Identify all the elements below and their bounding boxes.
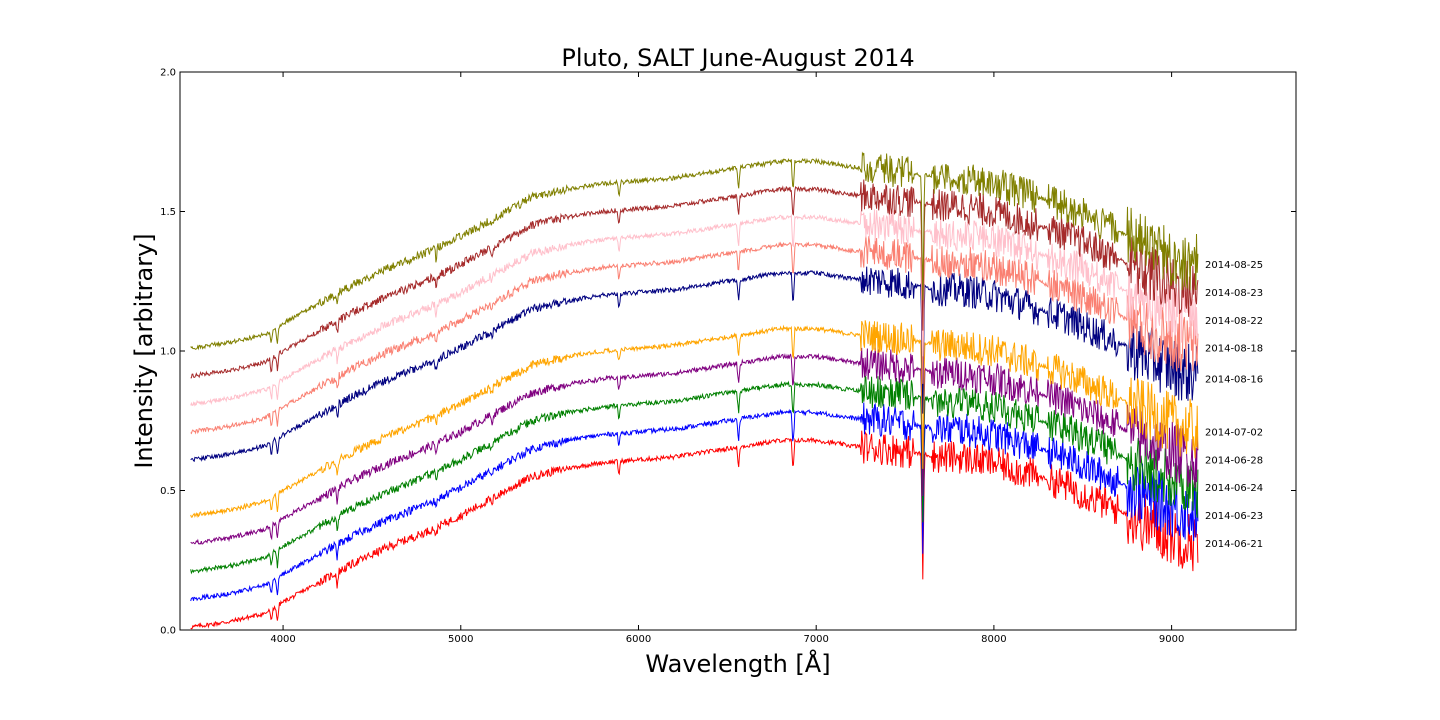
x-tick-label: 5000	[448, 634, 473, 645]
series-line	[190, 266, 1199, 463]
series-line	[190, 179, 1199, 379]
series-label: 2014-06-23	[1205, 511, 1263, 522]
x-tick-label: 4000	[270, 634, 295, 645]
y-tick-label: 1.0	[160, 347, 176, 358]
series-label: 2014-06-28	[1205, 455, 1263, 466]
series-label: 2014-08-25	[1205, 260, 1263, 271]
series-label: 2014-08-22	[1205, 316, 1263, 327]
series-group	[190, 151, 1199, 630]
plot-area: 4000 5000 6000 7000 8000 9000 0.0 0.5 1.0 1.5 2.0	[160, 68, 1297, 645]
y-axis-label: Intensity [arbitrary]	[130, 233, 158, 468]
x-tick-label: 7000	[803, 634, 828, 645]
series-line	[190, 430, 1199, 630]
series-line	[190, 209, 1199, 407]
series-label: 2014-06-21	[1205, 539, 1263, 550]
series-labels: 2014-06-21 2014-06-23 2014-06-24 2014-06-28…	[1205, 260, 1263, 550]
chart-title: Pluto, SALT June-August 2014	[561, 44, 914, 72]
ticks-group: 4000 5000 6000 7000 8000 9000 0.0 0.5 1.0 1.5 2.0	[160, 68, 1296, 645]
series-line	[190, 236, 1199, 435]
y-tick-label: 2.0	[160, 68, 176, 79]
series-label: 2014-08-18	[1205, 344, 1263, 355]
series-label: 2014-08-23	[1205, 288, 1263, 299]
series-line	[190, 151, 1199, 351]
series-label: 2014-06-24	[1205, 483, 1263, 494]
series-label: 2014-07-02	[1205, 427, 1263, 438]
y-tick-label: 0.5	[160, 486, 176, 497]
series-line	[190, 320, 1199, 519]
series-line	[190, 375, 1199, 575]
x-axis-label: Wavelength [Å]	[645, 649, 830, 678]
x-tick-label: 6000	[626, 634, 651, 645]
y-tick-label: 0.0	[160, 626, 176, 637]
series-line	[190, 347, 1199, 545]
series-line	[190, 402, 1199, 602]
x-tick-label: 9000	[1159, 634, 1184, 645]
y-tick-label: 1.5	[160, 207, 176, 218]
x-tick-label: 8000	[981, 634, 1006, 645]
series-label: 2014-08-16	[1205, 374, 1263, 385]
